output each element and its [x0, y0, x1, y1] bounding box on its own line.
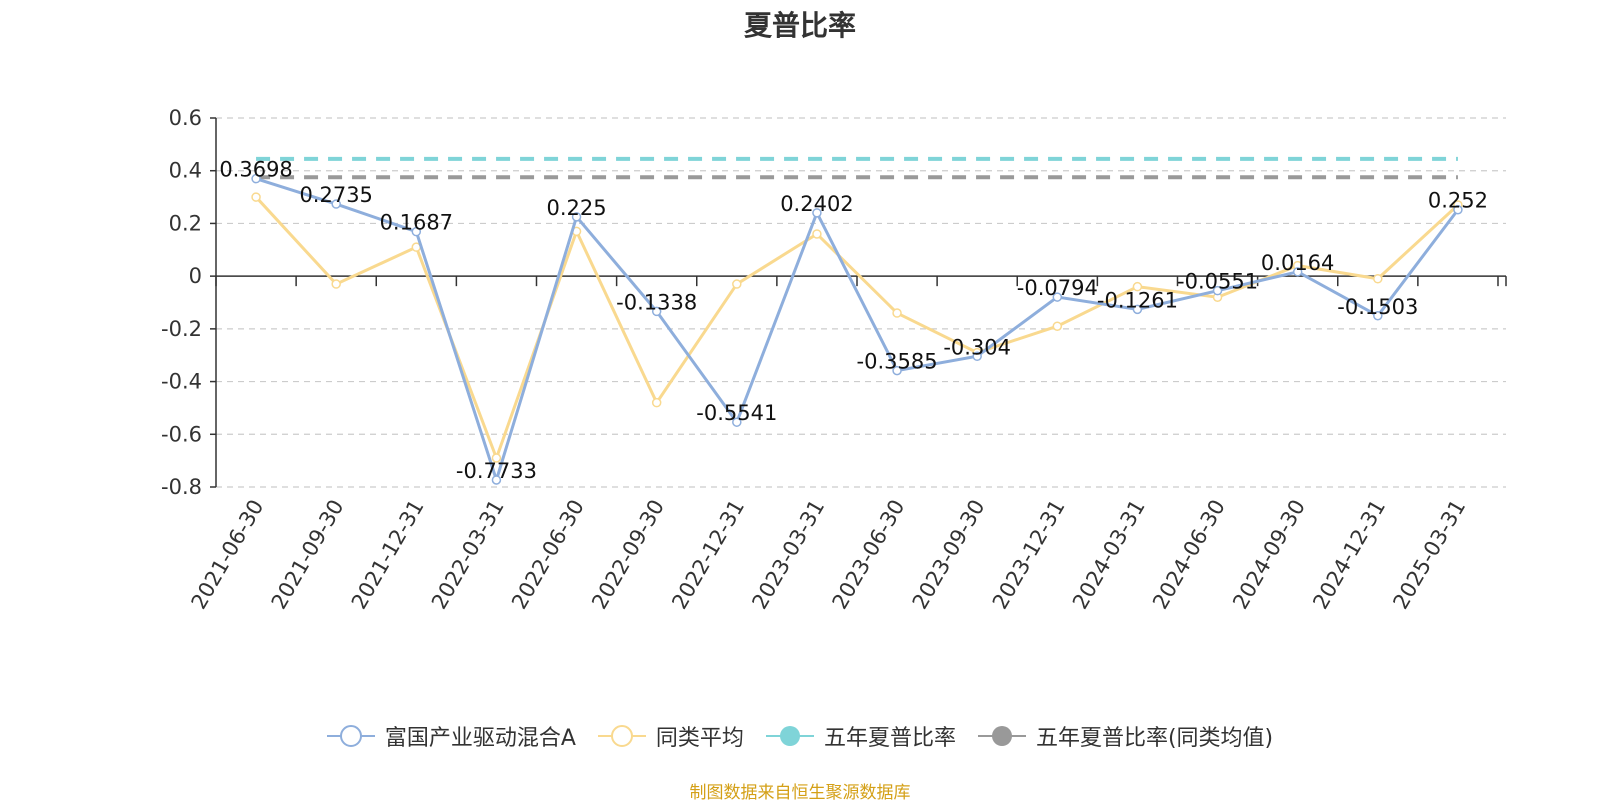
fund-point [571, 212, 582, 222]
x-tick-label: 2023-06-30 [828, 496, 910, 614]
peer-average-point [331, 279, 341, 289]
x-tick-label: 2023-12-31 [988, 496, 1070, 614]
legend-swatch-five-year-peer [977, 726, 1026, 746]
fund-line [255, 177, 1460, 485]
x-tick-label: 2024-06-30 [1148, 496, 1230, 614]
y-tick-label: 0.2 [169, 211, 202, 235]
fund-point [972, 351, 982, 362]
grid-lines [216, 117, 1506, 488]
y-tick-label: 0 [189, 264, 202, 288]
peer-average-point [651, 397, 662, 408]
peer-average-point [1052, 321, 1063, 331]
fund-data-label: -0.1261 [1097, 288, 1178, 312]
fund-data-label: 0.1687 [380, 211, 453, 235]
y-tick-label: -0.2 [161, 317, 202, 341]
x-tick-label: 2024-12-31 [1308, 496, 1390, 614]
fund-point [1453, 204, 1463, 215]
fund-data-label: -0.0551 [1177, 270, 1258, 294]
y-tick-label: -0.4 [161, 370, 202, 394]
peer-average-point [491, 453, 502, 463]
fund-data-label: -0.7733 [456, 459, 537, 483]
legend-item-five-year[interactable]: 五年夏普比率 [765, 720, 956, 752]
x-tick-label: 2022-03-31 [427, 496, 509, 614]
fund-data-label: 0.0164 [1261, 251, 1334, 275]
x-tick-label: 2022-09-30 [587, 496, 669, 614]
legend-item-fund[interactable]: 富国产业驱动混合A [326, 720, 576, 752]
chart-title: 夏普比率 [743, 9, 856, 42]
fund-data-label: -0.5541 [696, 401, 777, 425]
legend-label-five-year: 五年夏普比率 [823, 726, 956, 751]
peer-average-line [254, 196, 1459, 463]
y-tick-label: -0.6 [161, 422, 202, 446]
legend-swatch-five-year [765, 726, 814, 746]
fund-point [1373, 311, 1383, 321]
peer-average-point [1373, 274, 1383, 284]
x-tick-label: 2022-12-31 [667, 496, 749, 614]
source-note: 制图数据来自恒生聚源数据库 [689, 783, 911, 803]
fund-point [1292, 267, 1303, 277]
fund-data-label: -0.1338 [616, 290, 697, 314]
legend: 富国产业驱动混合A 同类平均 五年夏普比率 五年夏普比率(同类均值) [0, 720, 1600, 752]
legend-item-five-year-peer[interactable]: 五年夏普比率(同类均值) [977, 720, 1274, 752]
y-tick-label: 0.4 [169, 159, 202, 183]
x-tick-label: 2024-03-31 [1068, 496, 1150, 614]
fund-point [892, 365, 902, 376]
peer-average-point [732, 279, 742, 289]
fund-point [1212, 285, 1223, 296]
x-tick-label: 2022-06-30 [507, 496, 589, 614]
sharpe-ratio-chart: 0.60.40.20-0.2-0.4-0.6-0.82021-06-302021… [161, 106, 1507, 614]
fund-data-label: 0.252 [1428, 189, 1488, 213]
legend-item-peer-average[interactable]: 同类平均 [597, 720, 744, 752]
fund-point [812, 208, 822, 218]
fund-point [491, 475, 502, 485]
peer-average-point [1132, 281, 1143, 292]
fund-data-label: -0.304 [943, 335, 1011, 359]
legend-label-peer-average: 同类平均 [655, 726, 744, 751]
fund-point [1132, 304, 1143, 315]
peer-average-point [812, 229, 822, 239]
x-tick-label: 2021-06-30 [187, 496, 269, 614]
y-tick-label: -0.8 [161, 475, 202, 499]
fund-data-label: 0.2402 [780, 192, 853, 216]
fund-data-label: -0.3585 [857, 350, 938, 374]
series-lines [251, 156, 1463, 485]
x-tick-label: 2025-03-31 [1388, 496, 1470, 614]
x-tick-label: 2023-03-31 [747, 496, 829, 614]
fund-point [251, 173, 261, 184]
y-tick-label: 0.6 [169, 106, 202, 130]
legend-swatch-peer-average [597, 725, 646, 747]
legend-label-five-year-peer: 五年夏普比率(同类均值) [1035, 726, 1274, 751]
x-tick-label: 2024-09-30 [1228, 496, 1310, 614]
fund-data-label: 0.3698 [219, 158, 292, 182]
fund-data-label: 0.2735 [299, 183, 372, 207]
legend-label-fund: 富国产业驱动混合A [384, 726, 576, 751]
fund-point [411, 226, 422, 237]
x-tick-label: 2021-12-31 [347, 496, 429, 614]
fund-data-label: -0.0794 [1017, 276, 1098, 300]
fund-point [732, 417, 742, 427]
fund-point [651, 306, 662, 317]
fund-point [1052, 292, 1063, 302]
data-labels: 0.3698 0.2735 0.1687 -0.7733 0.225 -0.1338 -0.… [219, 158, 1488, 483]
peer-average-point [892, 308, 902, 318]
peer-average-point [251, 192, 261, 202]
x-tick-label: 2021-09-30 [267, 496, 349, 614]
fund-data-label: 0.225 [546, 196, 606, 220]
x-tick-label: 2023-09-30 [908, 496, 990, 614]
legend-swatch-fund [326, 725, 375, 747]
fund-data-label: -0.1503 [1337, 295, 1418, 319]
fund-point [331, 199, 341, 209]
